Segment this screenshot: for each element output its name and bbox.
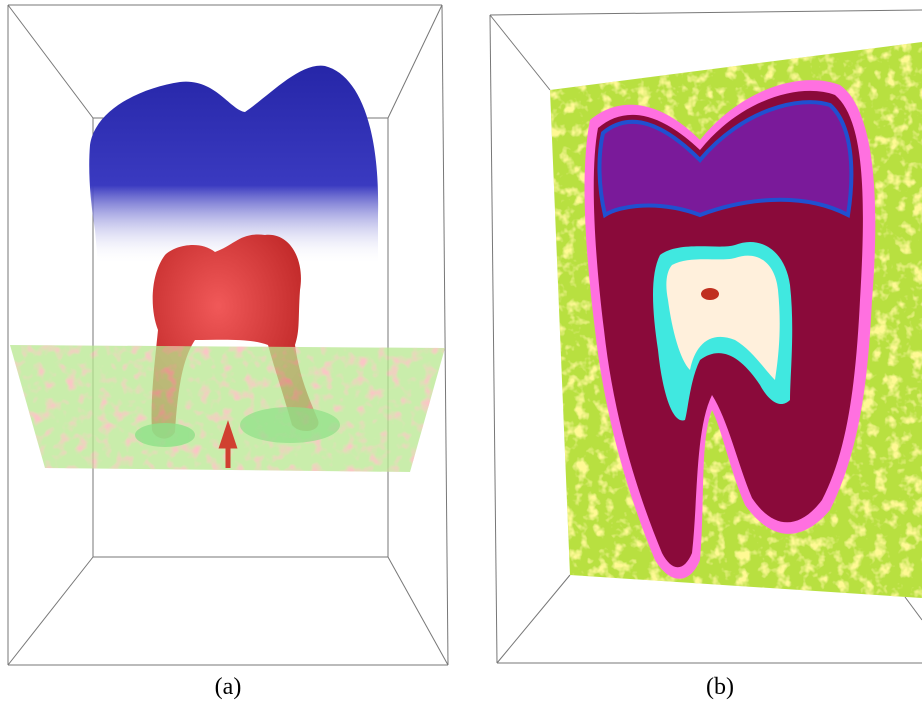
caption: (a): [188, 674, 268, 701]
panel-b: [490, 10, 922, 663]
figure: (a) (b): [0, 0, 922, 718]
crown: [89, 66, 378, 265]
caption: (b): [680, 674, 760, 701]
panel-a: [8, 5, 448, 665]
figure-art: [0, 0, 922, 718]
